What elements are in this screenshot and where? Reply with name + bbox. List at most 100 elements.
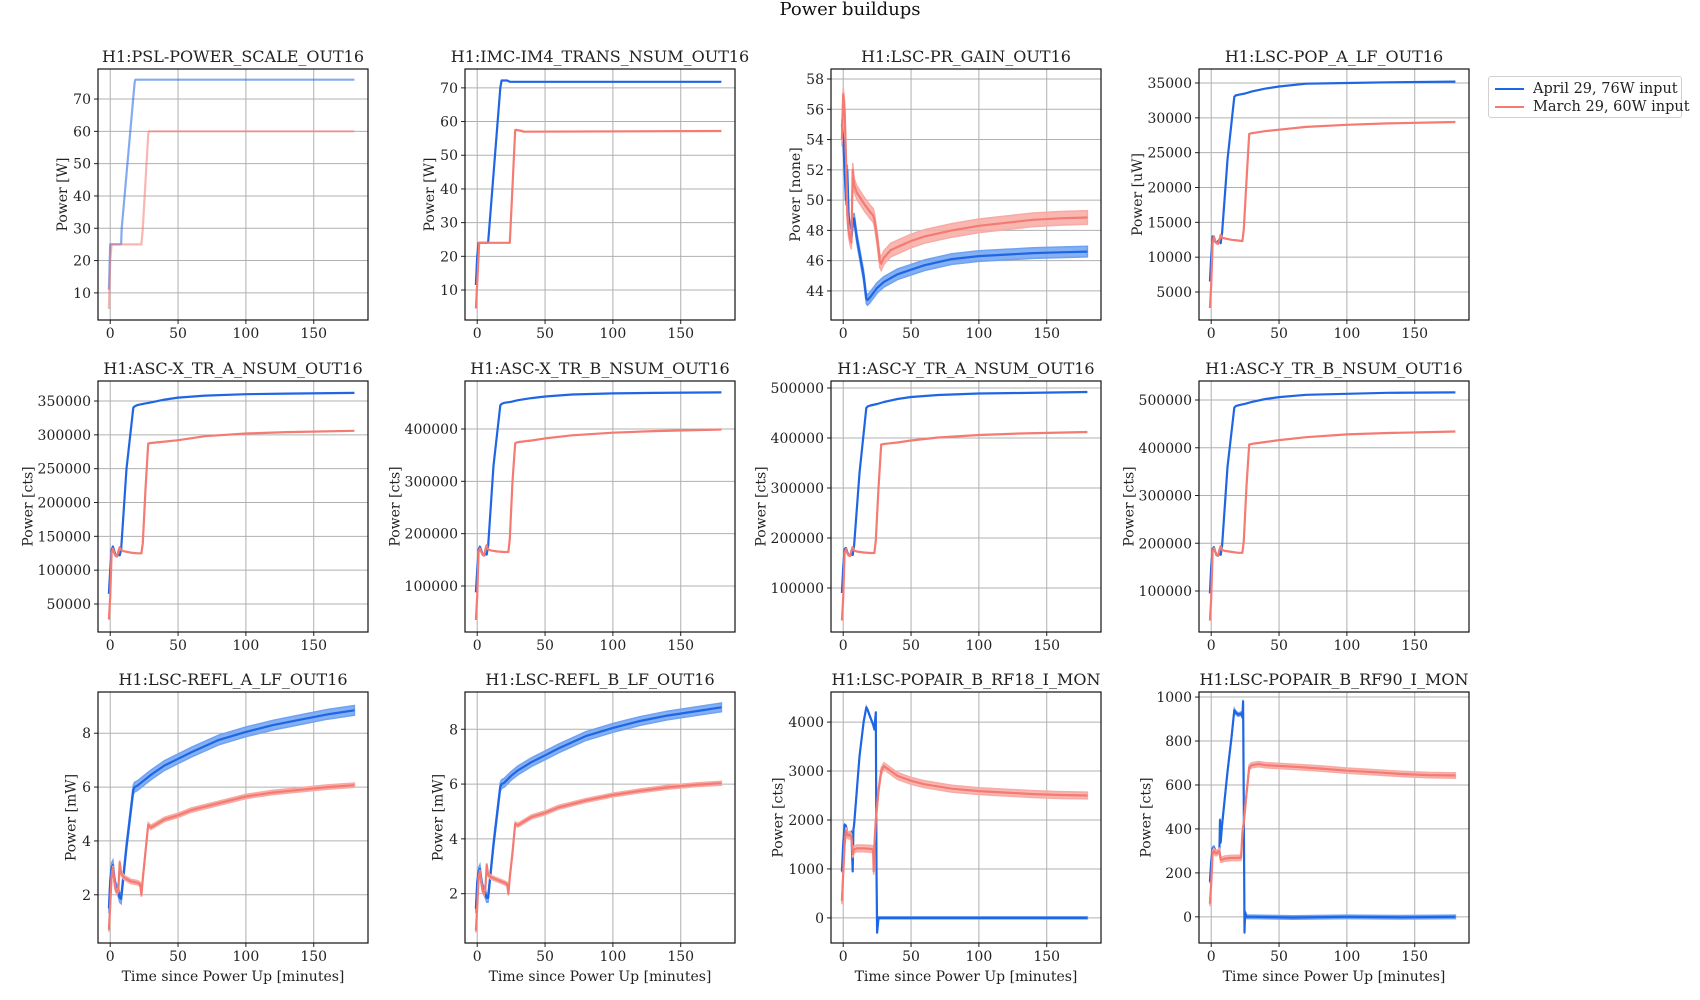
series-line xyxy=(474,782,722,931)
series-line xyxy=(107,78,355,290)
y-tick-label: 40 xyxy=(73,189,91,205)
subplot-title: H1:ASC-Y_TR_A_NSUM_OUT16 xyxy=(837,359,1094,378)
x-tick-label: 150 xyxy=(667,326,694,342)
y-tick-label: 800 xyxy=(1165,734,1192,750)
y-tick-label: 600 xyxy=(1165,778,1192,794)
series-group xyxy=(474,79,722,309)
series-band xyxy=(1209,699,1457,935)
series-line xyxy=(474,128,722,309)
subplot-title: H1:LSC-PR_GAIN_OUT16 xyxy=(861,47,1071,66)
x-tick-label: 100 xyxy=(966,949,993,965)
x-tick-label: 150 xyxy=(1401,949,1428,965)
y-tick-label: 500000 xyxy=(771,381,824,397)
subplot: 0 50 100 150 5000 10000 15000 20000 25000 30000 35… xyxy=(1130,47,1470,342)
y-axis-label: Power [W] xyxy=(422,157,438,231)
subplot-title: H1:ASC-Y_TR_B_NSUM_OUT16 xyxy=(1205,359,1462,378)
y-tick-label: 150000 xyxy=(38,529,91,545)
x-tick-label: 50 xyxy=(536,638,554,654)
y-tick-label: 10 xyxy=(73,286,91,302)
y-tick-label: 200000 xyxy=(771,531,824,547)
y-tick-label: 4 xyxy=(449,832,458,848)
x-tick-label: 0 xyxy=(106,949,115,965)
y-tick-label: 200000 xyxy=(1139,536,1192,552)
y-tick-label: 400000 xyxy=(1139,441,1192,457)
series-group xyxy=(840,390,1088,621)
subplot: 0 50 100 150 10 20 30 40 50 60 70 H1:IMC-IM4_TRANS_… xyxy=(422,47,749,342)
subplot: 0 50 100 150 50000 100000 150000 200000 250000 30… xyxy=(20,359,369,654)
x-tick-label: 150 xyxy=(1401,638,1428,654)
axes-frame xyxy=(830,380,1102,633)
y-tick-label: 400000 xyxy=(771,431,824,447)
y-tick-label: 2 xyxy=(82,888,91,904)
axes-frame xyxy=(97,68,369,321)
y-tick-label: 500000 xyxy=(1139,393,1192,409)
y-tick-label: 100000 xyxy=(38,563,91,579)
series-line xyxy=(474,428,722,621)
y-tick-label: 20 xyxy=(440,249,458,265)
subplot: 0 50 100 150 0 1000 2000 3000 4000 H1:LSC-POPAIR_… xyxy=(771,670,1102,985)
y-tick-label: 100000 xyxy=(405,579,458,595)
series-line xyxy=(840,124,1088,302)
series-group xyxy=(1208,699,1457,935)
y-axis-label: Power [cts] xyxy=(753,466,769,546)
axes-frame xyxy=(464,68,736,321)
series-group xyxy=(840,704,1089,934)
x-tick-label: 0 xyxy=(839,326,848,342)
y-tick-label: 1000 xyxy=(788,862,824,878)
x-tick-label: 150 xyxy=(1033,949,1060,965)
subplot: 0 50 100 150 100000 200000 300000 400000 500000 H… xyxy=(1121,359,1470,654)
y-tick-label: 300000 xyxy=(771,481,824,497)
x-tick-label: 100 xyxy=(1334,949,1361,965)
axes-frame xyxy=(97,380,369,633)
series-line xyxy=(1208,762,1456,904)
x-tick-label: 50 xyxy=(1270,326,1288,342)
y-tick-label: 46 xyxy=(806,254,824,270)
y-tick-label: 70 xyxy=(440,81,458,97)
axes-frame xyxy=(97,691,369,944)
subplot-title: H1:LSC-REFL_A_LF_OUT16 xyxy=(118,670,347,689)
y-tick-label: 70 xyxy=(73,92,91,108)
y-tick-label: 300000 xyxy=(38,428,91,444)
series-group xyxy=(107,391,355,620)
y-tick-label: 15000 xyxy=(1147,215,1192,231)
x-tick-label: 50 xyxy=(1270,638,1288,654)
subplot-title: H1:LSC-REFL_B_LF_OUT16 xyxy=(485,670,714,689)
y-tick-label: 48 xyxy=(806,223,824,239)
subplot: 0 50 100 150 100000 200000 300000 400000 500000 H… xyxy=(753,359,1102,654)
subplot-title: H1:LSC-POPAIR_B_RF90_I_MON xyxy=(1200,670,1469,689)
y-tick-label: 60 xyxy=(73,124,91,140)
y-axis-label: Power [cts] xyxy=(771,777,787,857)
x-tick-label: 50 xyxy=(169,326,187,342)
y-axis-label: Power [mW] xyxy=(63,774,79,861)
subplot: 0 50 100 150 0 200 400 600 800 1000 H1:LSC-POPAIR_… xyxy=(1139,670,1470,985)
x-tick-label: 50 xyxy=(169,949,187,965)
subplot-title: H1:IMC-IM4_TRANS_NSUM_OUT16 xyxy=(451,47,749,66)
y-tick-label: 200 xyxy=(1165,866,1192,882)
x-tick-label: 0 xyxy=(473,326,482,342)
y-tick-label: 250000 xyxy=(38,462,91,478)
series-line xyxy=(840,430,1088,621)
series-group xyxy=(474,391,722,621)
y-tick-label: 30000 xyxy=(1147,111,1192,127)
series-group xyxy=(107,78,355,310)
x-axis-label: Time since Power Up [minutes] xyxy=(122,969,345,985)
y-tick-label: 4 xyxy=(82,834,91,850)
y-tick-label: 44 xyxy=(806,284,824,300)
subplot-title: H1:LSC-POPAIR_B_RF18_I_MON xyxy=(832,670,1101,689)
x-axis-label: Time since Power Up [minutes] xyxy=(855,969,1078,985)
y-tick-label: 0 xyxy=(815,911,824,927)
y-axis-label: Power [mW] xyxy=(430,774,446,861)
y-tick-label: 54 xyxy=(806,133,824,149)
y-tick-label: 10000 xyxy=(1147,250,1192,266)
subplot-title: H1:ASC-X_TR_B_NSUM_OUT16 xyxy=(470,359,729,378)
x-tick-label: 100 xyxy=(1334,326,1361,342)
axes-frame xyxy=(1198,691,1470,944)
x-tick-label: 50 xyxy=(536,326,554,342)
series-line xyxy=(474,706,722,909)
y-tick-label: 30 xyxy=(73,221,91,237)
x-tick-label: 100 xyxy=(233,638,260,654)
y-tick-label: 2 xyxy=(449,887,458,903)
x-tick-label: 0 xyxy=(473,638,482,654)
legend-swatch-march xyxy=(1495,106,1524,108)
x-tick-label: 150 xyxy=(300,638,327,654)
